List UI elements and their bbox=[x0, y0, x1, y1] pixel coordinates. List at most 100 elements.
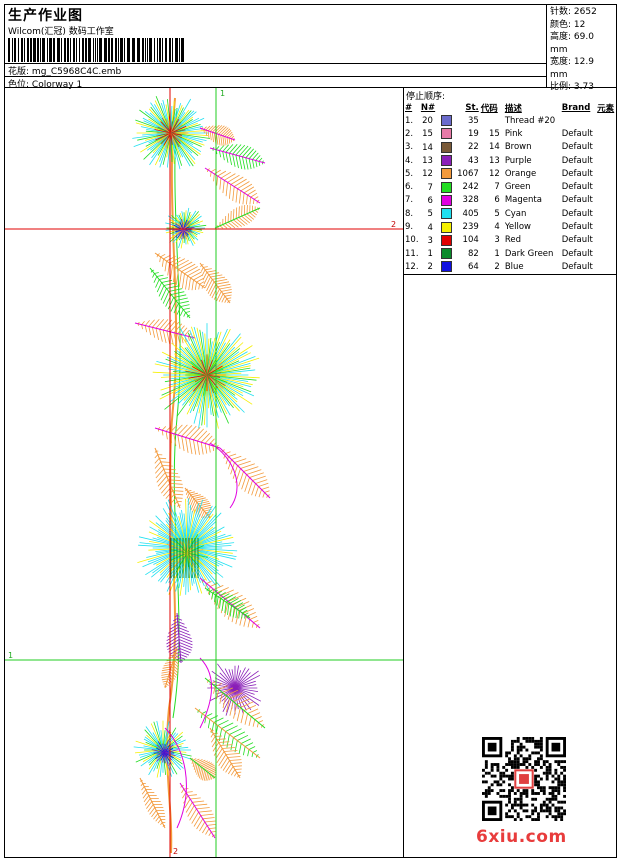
row-stitches: 35 bbox=[467, 115, 479, 126]
color-sequence-panel: 停止顺序: # N# St. 代码 描述 Brand 元素 1. 20 35 Thr… bbox=[403, 87, 617, 275]
row-stitches: 43 bbox=[467, 155, 479, 166]
table-row: 4. 13 43 13 Purple Default bbox=[404, 154, 616, 167]
row-needle: 20 bbox=[422, 116, 433, 127]
row-index: 12. bbox=[405, 261, 419, 272]
row-code: 3 bbox=[494, 235, 500, 246]
qr-code-image bbox=[482, 737, 566, 821]
row-description: Purple bbox=[504, 155, 532, 166]
table-row: 8. 5 405 5 Cyan Default bbox=[404, 207, 616, 220]
page-title: 生产作业图 bbox=[8, 8, 83, 24]
row-index: 3. bbox=[405, 142, 414, 153]
row-code: 1 bbox=[494, 248, 500, 259]
row-index: 5. bbox=[405, 168, 414, 179]
design-canvas[interactable]: 1 2 2 1 bbox=[4, 87, 404, 858]
row-needle: 2 bbox=[427, 262, 433, 273]
row-element bbox=[596, 127, 616, 140]
row-code: 5 bbox=[494, 208, 500, 219]
row-description: Blue bbox=[504, 261, 524, 272]
table-row: 10. 3 104 3 Red Default bbox=[404, 234, 616, 247]
row-element bbox=[596, 220, 616, 233]
divider bbox=[5, 63, 546, 64]
row-index: 2. bbox=[405, 128, 414, 139]
studio-subtitle: Wilcom(汇冠) 数码工作室 bbox=[8, 27, 114, 37]
table-row: 7. 6 328 6 Magenta Default bbox=[404, 194, 616, 207]
col-description: 描述 bbox=[504, 103, 522, 114]
color-swatch bbox=[440, 234, 452, 246]
row-stitches: 242 bbox=[462, 182, 479, 193]
row-needle: 1 bbox=[427, 249, 433, 260]
row-index: 4. bbox=[405, 155, 414, 166]
row-element bbox=[596, 247, 616, 260]
stat-height: 高度: 69.0 mm bbox=[550, 32, 594, 55]
color-sequence-title: 停止顺序: bbox=[406, 92, 446, 102]
site-logo: 6xiu.com bbox=[476, 827, 567, 847]
row-index: 7. bbox=[405, 195, 414, 206]
color-swatch bbox=[440, 168, 452, 180]
row-description: Brown bbox=[504, 142, 532, 153]
row-brand: Default bbox=[561, 168, 593, 179]
header-panel: 生产作业图 Wilcom(汇冠) 数码工作室 花版: mg_C5968C4C.e… bbox=[4, 4, 547, 90]
color-sequence-table: # N# St. 代码 描述 Brand 元素 1. 20 35 Thread #2… bbox=[404, 101, 616, 274]
row-description: Magenta bbox=[504, 195, 542, 206]
table-row: 12. 2 64 2 Blue Default bbox=[404, 260, 616, 273]
row-brand: Default bbox=[561, 142, 593, 153]
barcode-image bbox=[8, 38, 186, 62]
colorway-name: Colorway 1 bbox=[31, 80, 83, 90]
file-info: 花版: mg_C5968C4C.emb bbox=[8, 64, 121, 77]
color-swatch bbox=[440, 248, 452, 260]
col-index: # bbox=[405, 102, 413, 113]
row-element bbox=[596, 234, 616, 247]
row-stitches: 239 bbox=[462, 222, 479, 233]
row-description: Pink bbox=[504, 128, 523, 139]
row-element bbox=[596, 260, 616, 273]
row-description: Yellow bbox=[504, 222, 531, 233]
color-swatch bbox=[440, 194, 452, 206]
row-code bbox=[480, 114, 504, 127]
guide-label-v2: 2 bbox=[173, 847, 178, 856]
table-row: 6. 7 242 7 Green Default bbox=[404, 180, 616, 193]
row-description: Thread #20 bbox=[504, 115, 556, 126]
row-brand: Default bbox=[561, 235, 593, 246]
col-needle: N# bbox=[420, 102, 436, 113]
table-row: 5. 12 1067 12 Orange Default bbox=[404, 167, 616, 180]
col-code: 代码 bbox=[480, 103, 498, 114]
guide-label-v1: 1 bbox=[220, 89, 225, 98]
row-needle: 14 bbox=[422, 142, 433, 153]
col-element: 元素 bbox=[597, 103, 615, 114]
row-index: 11. bbox=[405, 248, 419, 259]
row-index: 1. bbox=[405, 115, 414, 126]
table-header-row: # N# St. 代码 描述 Brand 元素 bbox=[404, 101, 616, 114]
col-brand: Brand bbox=[561, 102, 591, 113]
color-swatch bbox=[440, 141, 452, 153]
color-swatch bbox=[440, 208, 452, 220]
row-needle: 15 bbox=[422, 129, 433, 140]
col-stitches: St. bbox=[465, 102, 479, 113]
row-code: 15 bbox=[488, 128, 500, 139]
row-needle: 13 bbox=[422, 156, 433, 167]
stat-stitches: 针数: 2652 bbox=[550, 7, 597, 17]
row-code: 12 bbox=[488, 168, 500, 179]
color-swatch bbox=[440, 261, 452, 273]
colorway-label: 色位: bbox=[8, 80, 30, 90]
row-stitches: 1067 bbox=[457, 168, 479, 179]
row-description: Red bbox=[504, 235, 521, 246]
row-element bbox=[596, 167, 616, 180]
divider bbox=[5, 76, 546, 77]
row-needle: 6 bbox=[427, 195, 433, 206]
color-swatch bbox=[440, 181, 452, 193]
row-brand: Default bbox=[561, 128, 593, 139]
row-stitches: 22 bbox=[467, 142, 479, 153]
table-row: 9. 4 239 4 Yellow Default bbox=[404, 220, 616, 233]
row-description: Green bbox=[504, 182, 531, 193]
row-stitches: 104 bbox=[462, 235, 479, 246]
stats-panel: 针数: 2652 颜色: 12 高度: 69.0 mm 宽度: 12.9 mm … bbox=[546, 4, 617, 92]
row-brand: Default bbox=[561, 155, 593, 166]
guide-label-h2: 2 bbox=[391, 220, 396, 229]
row-index: 6. bbox=[405, 182, 414, 193]
row-element bbox=[596, 141, 616, 154]
row-element bbox=[596, 194, 616, 207]
row-description: Dark Green bbox=[504, 248, 554, 259]
file-label: 花版: bbox=[8, 67, 30, 77]
row-code: 13 bbox=[488, 155, 500, 166]
row-brand: Default bbox=[561, 195, 593, 206]
